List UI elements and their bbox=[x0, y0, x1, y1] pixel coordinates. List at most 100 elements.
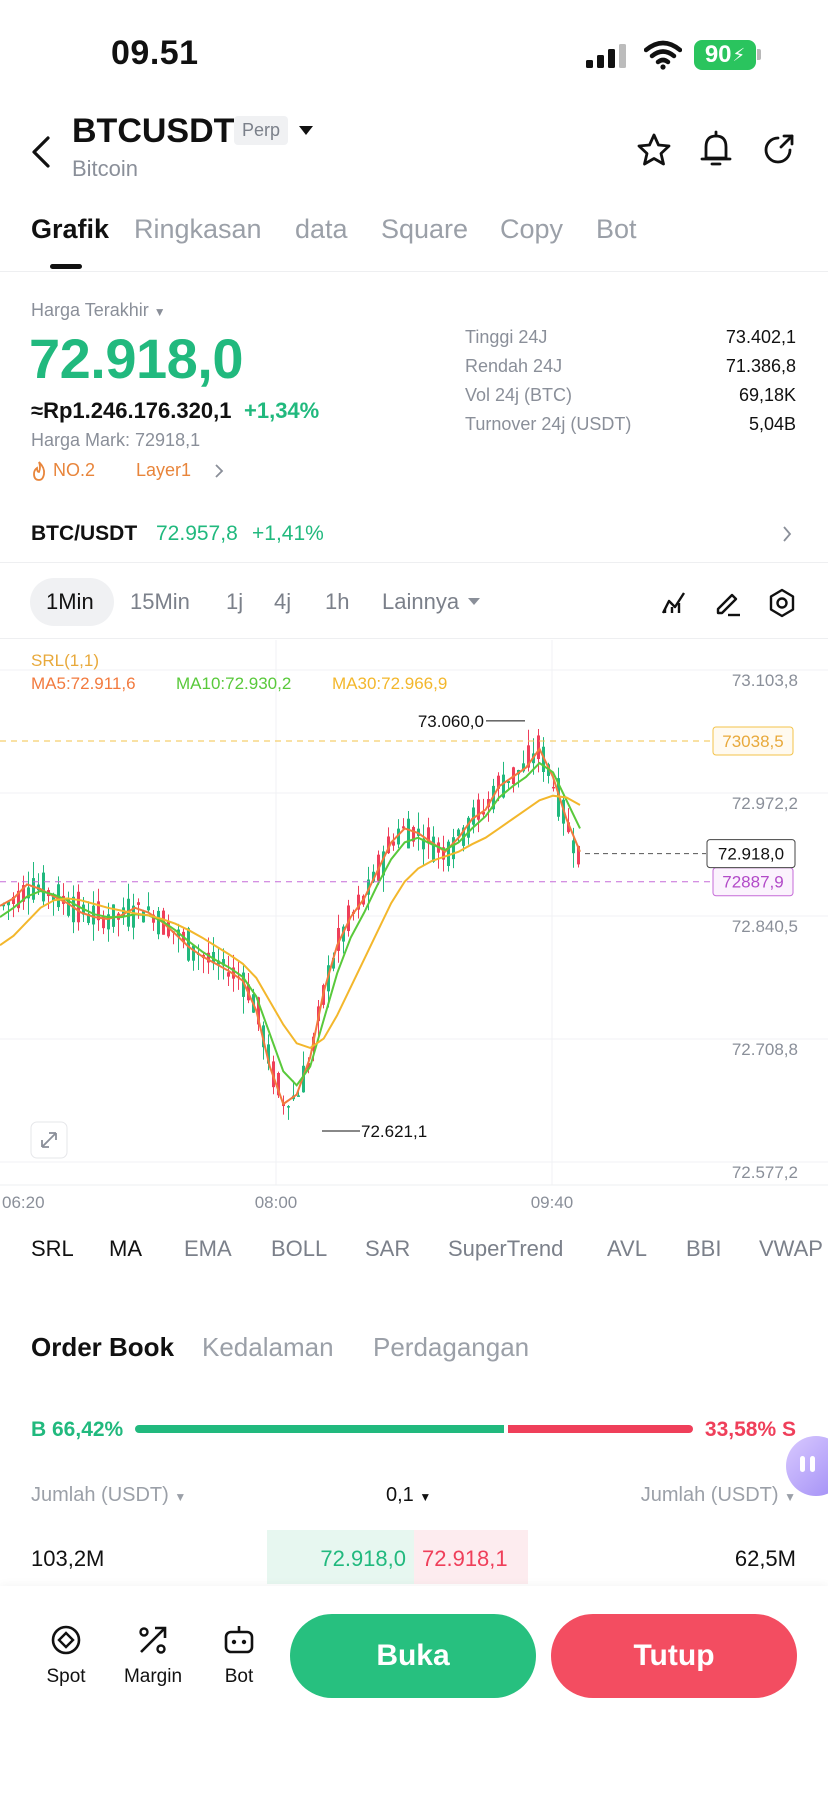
candle-body bbox=[142, 911, 145, 923]
ob-precision-select[interactable]: 0,1 ▼ bbox=[386, 1484, 431, 1507]
tab-perdagangan[interactable]: Perdagangan bbox=[373, 1332, 530, 1362]
tab-order-book[interactable]: Order Book bbox=[31, 1332, 175, 1362]
tab-kedalaman[interactable]: Kedalaman bbox=[202, 1332, 334, 1362]
bot-button[interactable]: Bot bbox=[204, 1622, 274, 1688]
indicator-tab-vwap[interactable]: VWAP bbox=[759, 1236, 823, 1261]
margin-button[interactable]: Margin bbox=[118, 1622, 188, 1688]
candle-body bbox=[97, 901, 100, 921]
x-tick: 06:20 bbox=[2, 1193, 45, 1212]
indicator-tab-srl[interactable]: SRL bbox=[31, 1236, 74, 1261]
timeframe-15min[interactable]: 15Min bbox=[130, 589, 190, 614]
price-chart[interactable]: SRL(1,1) MA5:72.911,6 MA10:72.930,2 MA30… bbox=[0, 640, 828, 1218]
candle-body bbox=[27, 887, 30, 899]
signal-icon bbox=[586, 44, 626, 68]
ob-precision-value: 0,1 bbox=[386, 1484, 414, 1506]
chevron-right-icon[interactable] bbox=[782, 526, 792, 542]
timeframe-1min[interactable]: 1Min bbox=[46, 589, 94, 614]
wifi-icon bbox=[644, 40, 682, 70]
candle-body bbox=[502, 774, 505, 798]
candle-body bbox=[147, 906, 150, 911]
candles bbox=[2, 729, 580, 1120]
caret-down-icon[interactable] bbox=[298, 124, 314, 136]
ma-lines bbox=[0, 747, 581, 1106]
indicator-tab-supertrend[interactable]: SuperTrend bbox=[448, 1236, 564, 1261]
indicator-tab-boll[interactable]: BOLL bbox=[271, 1236, 328, 1261]
close-position-button[interactable]: Tutup bbox=[551, 1614, 797, 1698]
open-position-button[interactable]: Buka bbox=[290, 1614, 536, 1698]
tab-ringkasan[interactable]: Ringkasan bbox=[134, 214, 262, 244]
level-value-last: 72.918,0 bbox=[718, 845, 784, 864]
pencil-icon[interactable] bbox=[714, 589, 742, 617]
candle-body bbox=[482, 811, 485, 815]
gear-icon[interactable] bbox=[767, 588, 797, 618]
bid-price[interactable]: 72.918,0 bbox=[320, 1546, 406, 1571]
tab-bot[interactable]: Bot bbox=[596, 214, 637, 244]
y-axis: 73.103,8 72.972,2 72.840,5 72.708,8 72.5… bbox=[732, 671, 798, 1182]
ma30-legend: MA30:72.966,9 bbox=[332, 674, 447, 693]
battery-cap bbox=[757, 49, 761, 60]
assistant-eyes-icon bbox=[810, 1456, 815, 1472]
divider bbox=[0, 271, 828, 272]
symbol-title[interactable]: BTCUSDT bbox=[72, 112, 235, 150]
candle-body bbox=[107, 914, 110, 930]
layer-tag[interactable]: Layer1 bbox=[136, 460, 192, 480]
candle-body bbox=[457, 829, 460, 837]
buy-ratio-label: B 66,42% bbox=[31, 1418, 124, 1441]
candle-body bbox=[347, 905, 350, 932]
ma5-legend: MA5:72.911,6 bbox=[31, 674, 136, 693]
candle-body bbox=[527, 745, 530, 768]
candle-body bbox=[447, 841, 450, 867]
timeframe-1j[interactable]: 1j bbox=[226, 589, 244, 614]
timeframe-4j[interactable]: 4j bbox=[274, 589, 292, 614]
last-price-selector[interactable]: Harga Terakhir ▼ bbox=[31, 300, 166, 321]
margin-icon bbox=[139, 1626, 167, 1654]
pair-price: 72.957,8 bbox=[156, 522, 238, 545]
indicator-tab-bbi[interactable]: BBI bbox=[686, 1236, 722, 1261]
expand-icon[interactable] bbox=[30, 1121, 68, 1159]
candle-body bbox=[222, 959, 225, 966]
ask-price[interactable]: 72.918,1 bbox=[422, 1546, 508, 1571]
candle-body bbox=[472, 807, 475, 825]
tab-grafik[interactable]: Grafik bbox=[31, 214, 110, 244]
candle-body bbox=[157, 910, 160, 935]
indicator-tab-avl[interactable]: AVL bbox=[607, 1236, 647, 1261]
candle-body bbox=[507, 780, 510, 784]
bid-depth-bg bbox=[267, 1530, 414, 1584]
ob-head-right[interactable]: Jumlah (USDT) ▼ bbox=[641, 1484, 796, 1507]
ma-line-ma30 bbox=[0, 794, 581, 1050]
indicator-tab-ma[interactable]: MA bbox=[109, 1236, 142, 1261]
share-icon[interactable] bbox=[760, 132, 796, 168]
candle-body bbox=[522, 763, 525, 772]
timeframe-more[interactable]: Lainnya bbox=[382, 589, 460, 614]
last-price: 72.918,0 bbox=[29, 327, 243, 390]
price-change: +1,34% bbox=[244, 398, 320, 423]
tab-data[interactable]: data bbox=[295, 214, 348, 244]
symbol-subtitle: Bitcoin bbox=[72, 156, 139, 181]
back-icon[interactable] bbox=[26, 132, 60, 172]
indicator-tab-sar[interactable]: SAR bbox=[365, 1236, 411, 1261]
bell-icon[interactable] bbox=[698, 130, 734, 170]
indicator-tab-ema[interactable]: EMA bbox=[184, 1236, 232, 1261]
ask-depth-bg bbox=[414, 1530, 528, 1584]
candle-body bbox=[337, 927, 340, 951]
indicator-icon[interactable] bbox=[660, 589, 688, 617]
timeframe-1h[interactable]: 1h bbox=[325, 589, 350, 614]
ob-head-right-label: Jumlah (USDT) bbox=[640, 1484, 779, 1506]
spot-button[interactable]: Spot bbox=[31, 1622, 101, 1688]
battery-level: 90 bbox=[704, 41, 732, 68]
stat-vol-value: 69,18K bbox=[738, 385, 796, 405]
tab-square[interactable]: Square bbox=[381, 214, 469, 244]
candle-body bbox=[12, 896, 15, 904]
ob-head-left[interactable]: Jumlah (USDT) ▼ bbox=[31, 1484, 186, 1507]
caret-down-icon: ▼ bbox=[174, 1490, 187, 1504]
candle-body bbox=[267, 1044, 270, 1064]
bot-label: Bot bbox=[224, 1666, 254, 1687]
tab-copy[interactable]: Copy bbox=[500, 214, 564, 244]
candle-body bbox=[332, 957, 335, 969]
rank-tag[interactable]: NO.2 bbox=[31, 460, 95, 481]
chevron-right-icon[interactable] bbox=[214, 464, 224, 478]
caret-down-icon[interactable] bbox=[468, 598, 480, 606]
star-icon[interactable] bbox=[636, 132, 672, 168]
assistant-bubble[interactable] bbox=[786, 1436, 828, 1496]
y-tick: 72.972,2 bbox=[732, 794, 798, 813]
